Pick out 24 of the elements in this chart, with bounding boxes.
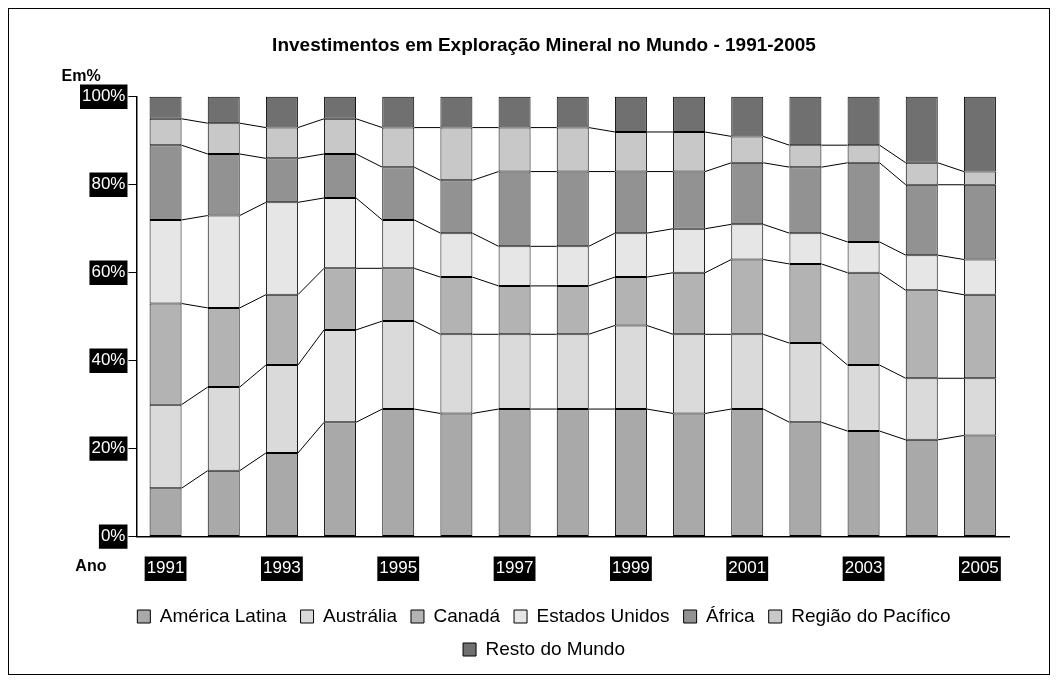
x-tick-label: 1997 [495,558,534,578]
chart-title: Investimentos em Exploração Mineral no Mundo - 1991-2005 [272,33,817,55]
x-tick-label: 1993 [262,558,301,578]
x-tick-label: 1991 [146,558,185,578]
x-axis-title: Ano [75,557,107,575]
x-tick-label: 1999 [611,558,650,578]
legend-label: Região do Pacífico [791,604,951,626]
y-tick-label: 100% [82,86,126,106]
legend-label: Austrália [323,604,398,626]
x-tick-label: 2001 [728,558,767,578]
legend-label: Estados Unidos [536,604,670,626]
y-tick-label: 0% [100,526,126,546]
legend-label: Canadá [433,604,501,626]
y-tick-label: 80% [91,174,126,194]
y-axis-title: Em% [61,67,101,85]
legend-label: África [706,604,756,626]
y-tick-label: 60% [91,262,126,282]
x-tick-label: 2003 [844,558,883,578]
legend-label: América Latina [159,604,287,626]
x-tick-label: 1995 [379,558,418,578]
y-tick-label: 20% [91,438,126,458]
legend-label: Resto do Mundo [485,637,625,659]
x-tick-label: 2005 [961,558,999,578]
y-tick-label: 40% [91,350,126,370]
